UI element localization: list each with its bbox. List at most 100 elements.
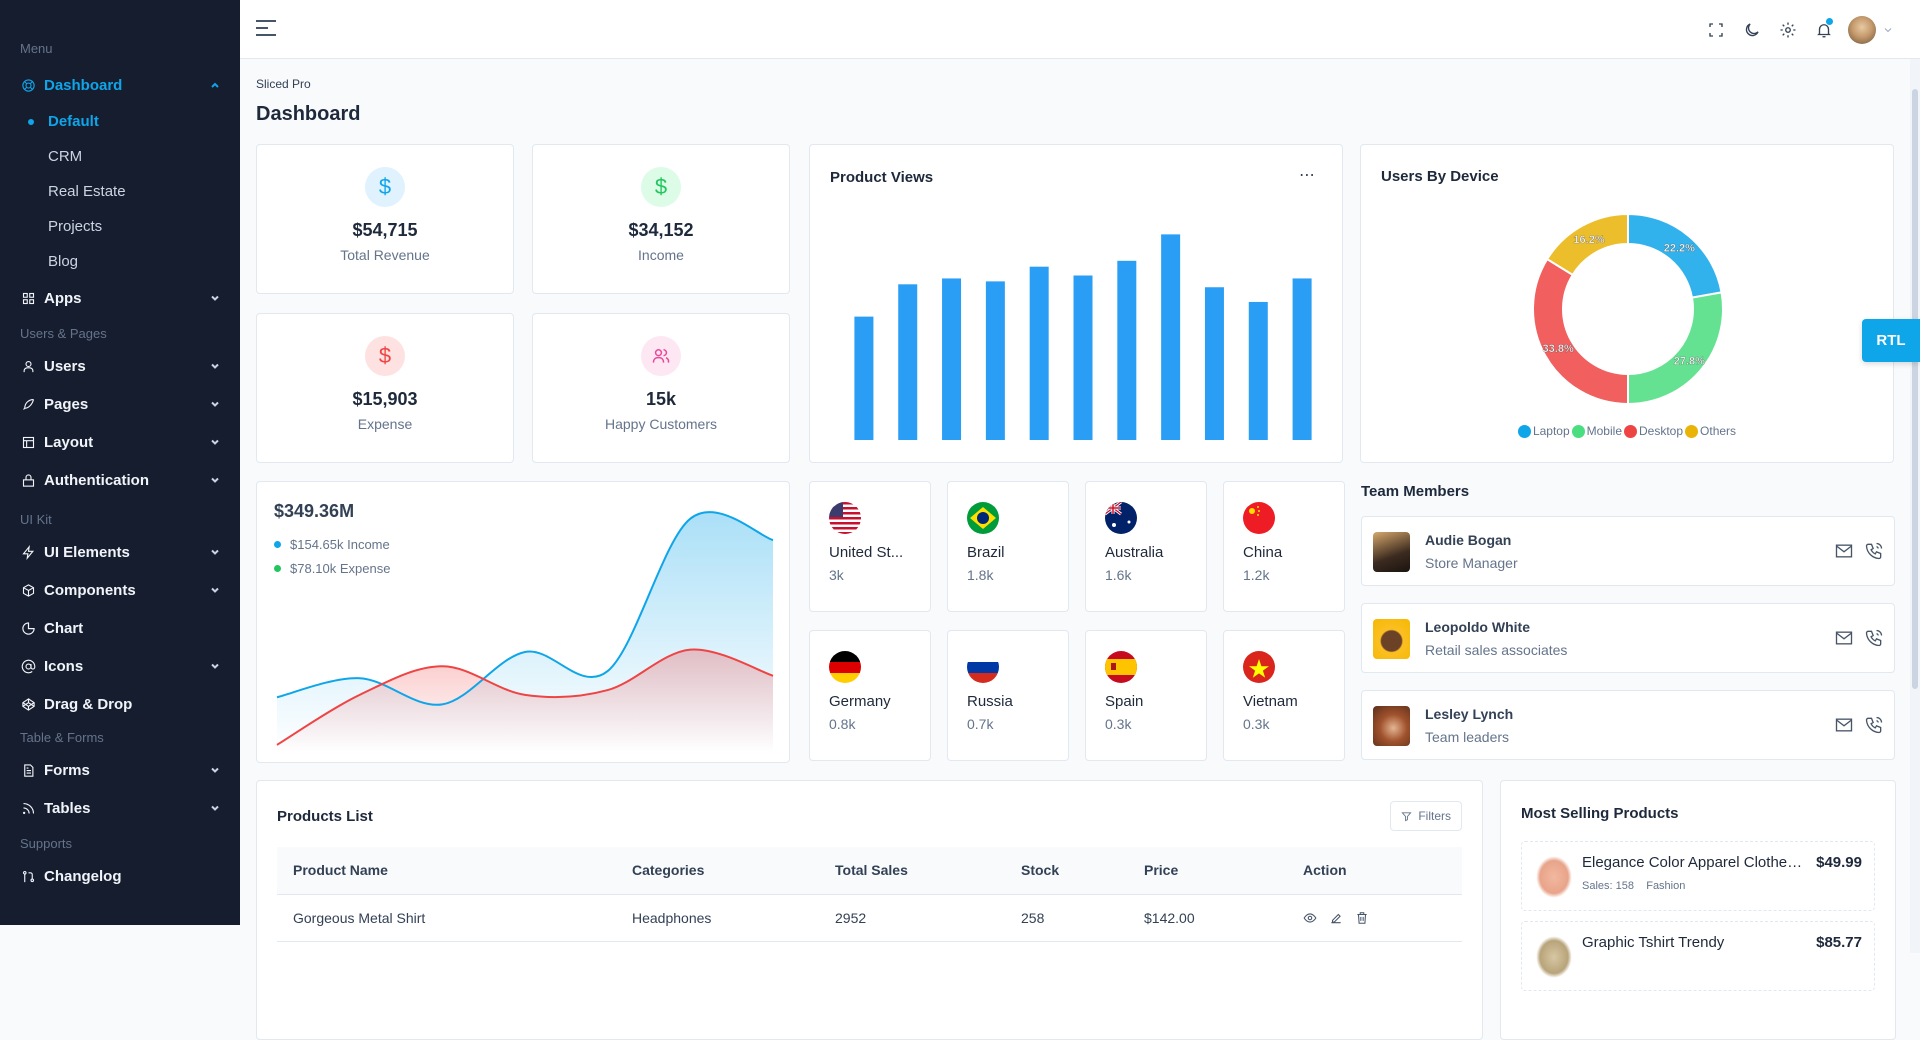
- page-scrollbar[interactable]: [1910, 59, 1920, 953]
- sidebar-subitem-blog[interactable]: Blog: [0, 244, 240, 279]
- lightning-icon: [20, 544, 36, 560]
- team-member-card[interactable]: Audie Bogan Store Manager: [1361, 516, 1895, 586]
- sidebar-item-pages[interactable]: Pages: [0, 385, 240, 423]
- gear-icon[interactable]: [1770, 14, 1806, 46]
- sidebar-item-authentication[interactable]: Authentication: [0, 461, 240, 499]
- scrollbar-thumb[interactable]: [1912, 89, 1918, 689]
- edit-icon[interactable]: [1329, 911, 1343, 925]
- bar-5[interactable]: [1030, 267, 1049, 440]
- team-member-card[interactable]: Lesley Lynch Team leaders: [1361, 690, 1895, 760]
- bar-1[interactable]: [854, 317, 873, 440]
- bar-7[interactable]: [1117, 261, 1136, 440]
- sidebar-item-tables[interactable]: Tables: [0, 789, 240, 827]
- sidebar-item-forms[interactable]: Forms: [0, 751, 240, 789]
- rtl-toggle-button[interactable]: RTL: [1862, 319, 1920, 362]
- phone-icon[interactable]: [1864, 541, 1884, 561]
- team-member-card[interactable]: Leopoldo White Retail sales associates: [1361, 603, 1895, 673]
- sidebar-subitem-label: Default: [48, 113, 99, 130]
- cell-price: $142.00: [1128, 894, 1287, 941]
- sidebar-item-icons[interactable]: Icons: [0, 647, 240, 685]
- member-name: Leopoldo White: [1425, 619, 1530, 635]
- sidebar-item-layout[interactable]: Layout: [0, 423, 240, 461]
- chevron-down-icon[interactable]: [1876, 14, 1900, 46]
- chevron-down-icon: [210, 475, 220, 485]
- topbar: [240, 0, 1920, 59]
- bar-8[interactable]: [1161, 234, 1180, 440]
- bar-6[interactable]: [1074, 276, 1093, 441]
- sidebar-item-ui-elements[interactable]: UI Elements: [0, 533, 240, 571]
- sidebar-item-label: Drag & Drop: [44, 696, 220, 713]
- sidebar-subitem-default[interactable]: Default: [0, 104, 240, 139]
- sidebar-item-users[interactable]: Users: [0, 347, 240, 385]
- slice-mobile[interactable]: [1628, 292, 1723, 404]
- sidebar-item-label: Changelog: [44, 868, 220, 885]
- menu-icon[interactable]: [256, 20, 276, 38]
- column-header-stock[interactable]: Stock: [1005, 847, 1128, 894]
- sidebar-item-changelog[interactable]: Changelog: [0, 857, 240, 895]
- sidebar-item-dashboard[interactable]: Dashboard: [0, 66, 240, 104]
- sidebar-subitem-projects[interactable]: Projects: [0, 209, 240, 244]
- member-role: Team leaders: [1425, 729, 1509, 745]
- mail-icon[interactable]: [1834, 628, 1854, 648]
- legend-item-laptop[interactable]: Laptop: [1518, 424, 1570, 438]
- breadcrumb[interactable]: Sliced Pro: [256, 77, 311, 91]
- sidebar-item-components[interactable]: Components: [0, 571, 240, 609]
- stat-label: Income: [533, 247, 789, 263]
- phone-icon[interactable]: [1864, 628, 1884, 648]
- sidebar-item-chart[interactable]: Chart: [0, 609, 240, 647]
- filters-label: Filters: [1418, 809, 1451, 823]
- filters-button[interactable]: Filters: [1390, 801, 1462, 831]
- slice-label-mobile: 27.8%: [1674, 355, 1705, 367]
- chevron-down-icon: [210, 399, 220, 409]
- bar-4[interactable]: [986, 281, 1005, 440]
- chevron-down-icon: [210, 437, 220, 447]
- feather-icon: [20, 396, 36, 412]
- mail-icon[interactable]: [1834, 541, 1854, 561]
- phone-icon[interactable]: [1864, 715, 1884, 735]
- bar-11[interactable]: [1293, 278, 1312, 440]
- sidebar-subitem-label: CRM: [48, 148, 82, 165]
- sidebar-item-label: Authentication: [44, 472, 210, 489]
- country-card[interactable]: United St...3k: [809, 481, 931, 612]
- slice-laptop[interactable]: [1628, 214, 1722, 298]
- most-selling-item[interactable]: Graphic Tshirt Trendy $85.77: [1521, 921, 1875, 991]
- member-avatar: [1373, 619, 1410, 659]
- sidebar-item-drag-drop[interactable]: Drag & Drop: [0, 685, 240, 723]
- sidebar-subitem-real-estate[interactable]: Real Estate: [0, 174, 240, 209]
- bar-10[interactable]: [1249, 302, 1268, 440]
- legend-label: Mobile: [1587, 424, 1622, 438]
- trash-icon[interactable]: [1355, 911, 1369, 925]
- table-row: Gorgeous Metal Shirt Headphones 2952 258…: [277, 894, 1462, 941]
- column-header-total-sales[interactable]: Total Sales: [819, 847, 1005, 894]
- brazil-flag-icon: [967, 502, 999, 534]
- bar-3[interactable]: [942, 278, 961, 440]
- column-header-price[interactable]: Price: [1128, 847, 1287, 894]
- bell-icon[interactable]: [1806, 14, 1842, 46]
- avatar[interactable]: [1848, 16, 1876, 44]
- legend-item-mobile[interactable]: Mobile: [1572, 424, 1622, 438]
- sidebar-section-menu: Menu: [0, 36, 240, 62]
- eye-icon[interactable]: [1303, 911, 1317, 925]
- most-selling-item[interactable]: Elegance Color Apparel Clothes ... $49.9…: [1521, 841, 1875, 911]
- moon-icon[interactable]: [1734, 14, 1770, 46]
- bar-9[interactable]: [1205, 287, 1224, 440]
- mail-icon[interactable]: [1834, 715, 1854, 735]
- bar-2[interactable]: [898, 284, 917, 440]
- country-value: 0.7k: [967, 716, 993, 732]
- sidebar-item-apps[interactable]: Apps: [0, 279, 240, 317]
- fullscreen-icon[interactable]: [1698, 14, 1734, 46]
- slice-desktop[interactable]: [1533, 259, 1628, 404]
- legend-item-desktop[interactable]: Desktop: [1624, 424, 1683, 438]
- column-header-product-name[interactable]: Product Name: [277, 847, 616, 894]
- column-header-categories[interactable]: Categories: [616, 847, 819, 894]
- country-name: China: [1243, 544, 1282, 561]
- legend-item-others[interactable]: Others: [1685, 424, 1736, 438]
- sidebar-subitem-crm[interactable]: CRM: [0, 139, 240, 174]
